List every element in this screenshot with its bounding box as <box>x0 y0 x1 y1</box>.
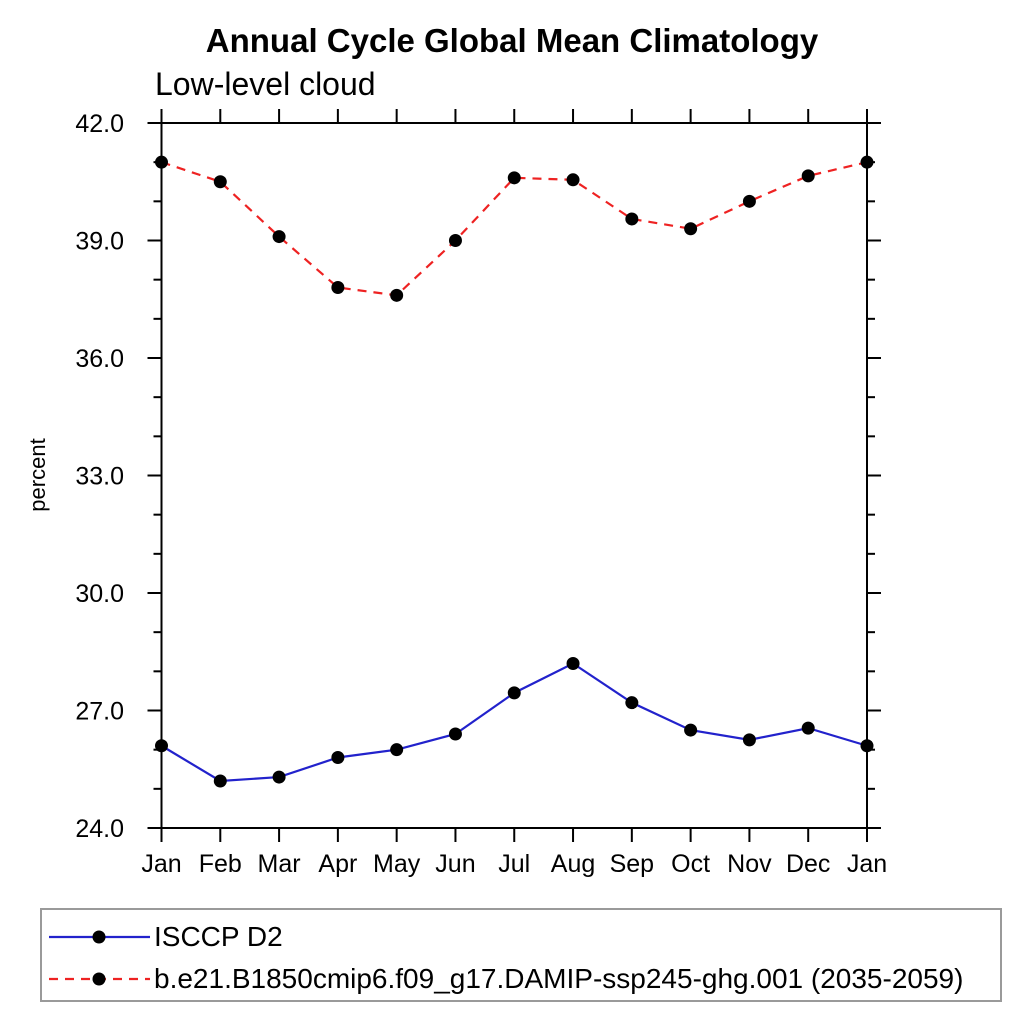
x-tick-label: Jul <box>498 850 530 878</box>
data-point-marker <box>507 686 521 700</box>
data-point-marker <box>331 281 345 294</box>
y-tick-label: 27.0 <box>75 698 124 726</box>
data-point-marker <box>448 234 462 247</box>
x-tick-label: Jun <box>435 850 475 878</box>
series-line-0 <box>160 662 868 783</box>
legend-label: b.e21.B1850cmip6.f09_g17.DAMIP-ssp245-gh… <box>154 963 964 994</box>
data-point-marker <box>507 171 521 185</box>
data-point-marker <box>155 155 168 169</box>
data-point-marker <box>801 169 815 183</box>
legend-label: ISCCP D2 <box>154 921 283 952</box>
x-tick-label: Aug <box>551 850 595 878</box>
data-point-marker <box>566 657 580 670</box>
legend-box: ISCCP D2 b.e21.B1850cmip6.f09_g17.DAMIP-… <box>40 908 1002 1002</box>
x-tick-label: Mar <box>258 850 301 878</box>
y-tick-label: 39.0 <box>75 228 124 256</box>
y-tick-label: 24.0 <box>75 815 124 843</box>
data-point-marker <box>390 288 404 302</box>
data-point-marker <box>566 173 580 187</box>
data-point-marker <box>801 721 815 735</box>
data-point-marker <box>331 751 345 764</box>
legend-solid-line-marker-icon <box>49 930 150 944</box>
data-point-marker <box>155 739 168 753</box>
x-tick-label: Feb <box>199 850 242 878</box>
data-point-marker <box>860 155 874 169</box>
y-tick-label: 30.0 <box>75 580 124 608</box>
data-point-marker <box>742 194 756 208</box>
x-tick-label: Jan <box>141 850 181 878</box>
data-point-marker <box>272 770 286 784</box>
legend-sample-marker <box>92 930 106 944</box>
plot-frame <box>160 122 868 829</box>
legend-dashed-line-marker-icon <box>49 972 150 986</box>
x-tick-label: May <box>373 850 421 878</box>
data-point-marker <box>684 222 698 236</box>
x-tick-label: Nov <box>727 850 772 878</box>
data-point-marker <box>742 733 756 747</box>
legend-item-model-run: b.e21.B1850cmip6.f09_g17.DAMIP-ssp245-gh… <box>47 963 964 994</box>
y-tick-label: 42.0 <box>75 110 124 138</box>
x-tick-label: Jan <box>847 850 887 878</box>
y-tick-label: 33.0 <box>75 463 124 491</box>
data-point-marker <box>625 696 639 710</box>
x-tick-label: Dec <box>786 850 830 878</box>
data-point-marker <box>213 774 227 788</box>
data-point-marker <box>448 727 462 741</box>
data-point-marker <box>625 212 639 226</box>
x-tick-label: Oct <box>671 850 710 878</box>
data-point-marker <box>390 743 404 757</box>
legend-sample-marker <box>92 972 106 986</box>
chart-subtitle: Low-level cloud <box>155 66 376 102</box>
data-point-marker <box>272 230 286 244</box>
chart-title: Annual Cycle Global Mean Climatology <box>205 22 819 59</box>
x-tick-label: Apr <box>318 850 357 878</box>
data-point-marker <box>860 739 874 753</box>
data-point-marker <box>213 175 227 189</box>
data-point-marker <box>684 723 698 737</box>
x-tick-label: Sep <box>610 850 654 878</box>
legend-item-isccp-d2: ISCCP D2 <box>47 921 283 952</box>
y-tick-label: 36.0 <box>75 345 124 373</box>
